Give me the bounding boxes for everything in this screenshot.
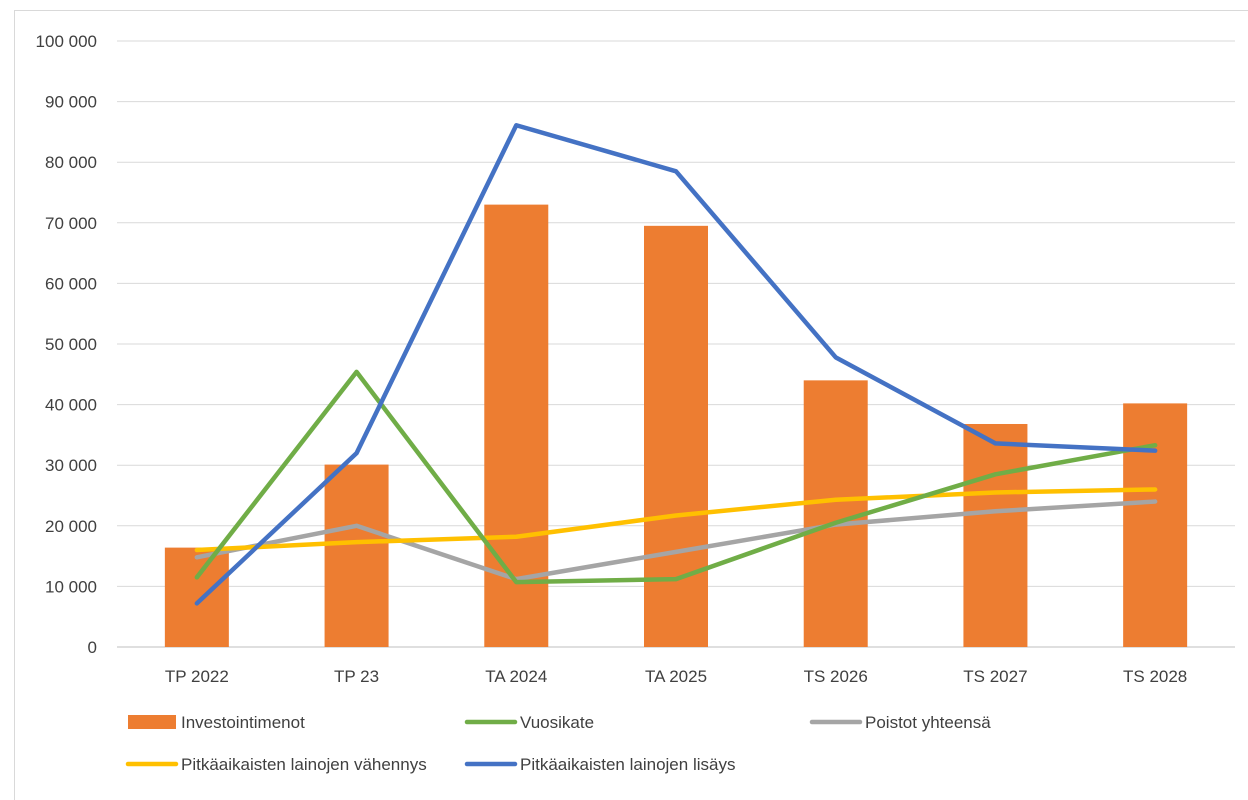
legend-label: Vuosikate xyxy=(520,713,594,732)
series-line xyxy=(194,122,1158,606)
series-line xyxy=(194,499,1158,582)
legend-item: Vuosikate xyxy=(464,713,594,732)
y-tick-label: 20 000 xyxy=(45,517,97,536)
y-tick-label: 100 000 xyxy=(36,32,97,51)
x-tick-label: TS 2026 xyxy=(804,667,868,686)
chart-frame xyxy=(14,10,1248,800)
legend-swatch xyxy=(128,715,176,729)
y-tick-label: 50 000 xyxy=(45,335,97,354)
series-line xyxy=(194,369,1158,585)
bar xyxy=(803,380,868,647)
legend-label: Investointimenot xyxy=(181,713,305,732)
y-tick-label: 40 000 xyxy=(45,396,97,415)
bar xyxy=(644,225,708,647)
line-series xyxy=(194,122,1158,606)
y-tick-label: 30 000 xyxy=(45,456,97,475)
bar xyxy=(164,547,229,647)
legend-label: Poistot yhteensä xyxy=(865,713,991,732)
bar xyxy=(324,464,389,647)
bar xyxy=(1123,403,1188,647)
bar-series xyxy=(164,204,1188,647)
legend-item: Pitkäaikaisten lainojen vähennys xyxy=(125,755,427,774)
y-axis-tick-labels: 0 10 000 20 000 30 000 40 000 50 000 60 000 70 … xyxy=(36,32,97,657)
legend-label: Pitkäaikaisten lainojen vähennys xyxy=(181,755,427,774)
y-tick-label: 60 000 xyxy=(45,274,97,293)
x-tick-label: TP 2022 xyxy=(165,667,229,686)
legend-item: Investointimenot xyxy=(128,713,305,732)
x-tick-label: TS 2028 xyxy=(1123,667,1187,686)
legend-label: Pitkäaikaisten lainojen lisäys xyxy=(520,755,735,774)
y-tick-label: 70 000 xyxy=(45,214,97,233)
x-tick-label: TP 23 xyxy=(334,667,379,686)
x-tick-label: TS 2027 xyxy=(963,667,1027,686)
x-axis-tick-labels: TP 2022 TP 23 TA 2024 TA 2025 TS 2026 TS 2027… xyxy=(165,667,1187,686)
x-tick-label: TA 2025 xyxy=(645,667,707,686)
y-tick-label: 0 xyxy=(88,638,97,657)
y-tick-label: 90 000 xyxy=(45,93,97,112)
y-tick-label: 10 000 xyxy=(45,577,97,596)
legend-item: Pitkäaikaisten lainojen lisäys xyxy=(464,755,735,774)
x-tick-label: TA 2024 xyxy=(485,667,547,686)
legend: Investointimenot Vuosikate Poistot yhteens… xyxy=(125,713,991,774)
bar xyxy=(963,423,1028,647)
legend-item: Poistot yhteensä xyxy=(809,713,991,732)
series-line xyxy=(194,487,1158,553)
y-tick-label: 80 000 xyxy=(45,153,97,172)
